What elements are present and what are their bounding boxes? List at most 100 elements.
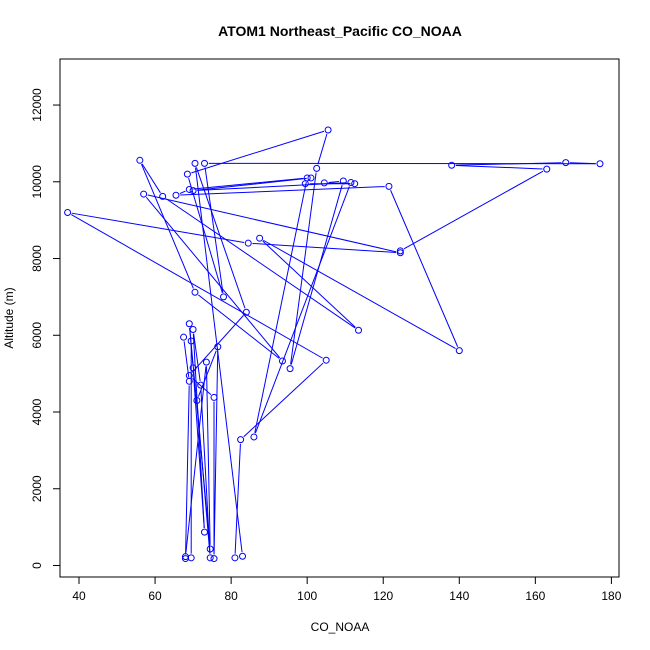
- data-point: [286, 365, 294, 373]
- series-line-segment: [189, 327, 194, 364]
- series-line-segment: [234, 443, 241, 554]
- data-point: [214, 343, 222, 351]
- data-point: [448, 161, 456, 169]
- series-line-segment: [195, 167, 243, 553]
- plot-frame: [59, 58, 620, 578]
- data-point: [187, 337, 195, 345]
- series-line-segment: [141, 163, 194, 289]
- series-line-segment: [197, 177, 307, 191]
- series-line-segment: [390, 190, 459, 347]
- x-tick-label: 140: [449, 589, 469, 603]
- data-point: [64, 208, 72, 216]
- series-line-segment: [197, 350, 217, 397]
- data-point: [320, 179, 328, 187]
- data-point: [189, 326, 197, 334]
- series-line-segment: [71, 214, 323, 359]
- data-point: [210, 555, 218, 563]
- chart-title: ATOM1 Northeast_Pacific CO_NOAA: [218, 23, 462, 39]
- series-line-segment: [455, 162, 562, 166]
- y-tick-label: 0: [30, 562, 44, 569]
- data-point: [197, 381, 205, 389]
- data-point: [183, 170, 191, 178]
- data-point: [172, 191, 180, 199]
- data-point: [385, 182, 393, 190]
- series-line-segment: [188, 177, 223, 294]
- series-line-segment: [317, 133, 328, 165]
- data-point: [250, 433, 258, 441]
- series-line-segment: [243, 362, 324, 438]
- series-line-segment: [204, 167, 224, 293]
- data-point: [185, 320, 193, 328]
- series-line-segment: [196, 404, 211, 554]
- series-line-segment: [455, 164, 543, 170]
- data-point: [191, 159, 199, 167]
- data-point: [191, 288, 199, 296]
- series-line-segment: [193, 333, 201, 382]
- x-tick-label: 60: [148, 589, 162, 603]
- y-tick-label: 12000: [30, 88, 44, 122]
- data-point: [189, 364, 197, 372]
- data-point: [140, 190, 148, 198]
- data-point: [210, 393, 218, 401]
- data-point: [185, 372, 193, 380]
- series-line-segment: [290, 184, 343, 365]
- x-axis-label: CO_NOAA: [311, 620, 370, 634]
- data-point: [159, 192, 167, 200]
- data-point: [396, 247, 404, 255]
- data-point: [206, 545, 214, 553]
- series-line-segment: [191, 130, 325, 174]
- data-point: [136, 156, 144, 164]
- series-line-segment: [147, 194, 397, 253]
- series-line-segment: [179, 190, 186, 195]
- data-point: [202, 358, 210, 366]
- data-point: [201, 528, 209, 536]
- data-point: [180, 333, 188, 341]
- data-point: [256, 234, 264, 242]
- y-axis-label: Altitude (m): [2, 287, 16, 348]
- x-axis: 40 60 80 100 120 140 160 180: [72, 577, 622, 603]
- data-point: [278, 357, 286, 365]
- data-point: [562, 159, 570, 167]
- series-line-segment: [180, 186, 385, 196]
- data-point: [239, 552, 247, 560]
- series-line-segment: [185, 385, 190, 555]
- series-line-segment: [145, 196, 281, 359]
- data-point: [351, 180, 359, 188]
- y-tick-label: 4000: [30, 398, 44, 425]
- data-point: [313, 164, 321, 172]
- series-line-segment: [192, 333, 205, 528]
- data-point: [181, 553, 189, 561]
- series-line-segment: [195, 167, 246, 309]
- series-line-segment: [192, 377, 212, 396]
- data-point: [324, 126, 332, 134]
- series-line-segment: [328, 182, 351, 185]
- series-line-segment: [213, 350, 219, 555]
- x-tick-label: 180: [601, 589, 621, 603]
- series-line-segment: [197, 294, 280, 359]
- series-line-segment: [263, 239, 456, 349]
- y-tick-label: 10000: [30, 165, 44, 199]
- y-tick-label: 8000: [30, 245, 44, 272]
- data-point: [237, 436, 245, 444]
- data-point: [322, 356, 330, 364]
- data-point: [301, 180, 309, 188]
- series-line-segment: [200, 389, 211, 554]
- series-line-segment: [569, 162, 596, 165]
- x-tick-label: 40: [72, 589, 86, 603]
- data-point: [355, 326, 363, 334]
- data-point: [396, 249, 404, 257]
- data-point: [220, 293, 228, 301]
- data-point: [543, 165, 551, 173]
- data-point: [307, 174, 315, 182]
- data-point: [347, 179, 355, 187]
- series-line-segment: [262, 240, 356, 328]
- data-point: [231, 554, 239, 562]
- data-point: [596, 160, 604, 168]
- series-line-segment: [183, 341, 190, 378]
- series-line-segment: [403, 170, 544, 250]
- y-tick-label: 2000: [30, 475, 44, 502]
- y-tick-label: 6000: [30, 322, 44, 349]
- series-line-segment: [205, 366, 211, 545]
- series-line-segment: [254, 186, 350, 434]
